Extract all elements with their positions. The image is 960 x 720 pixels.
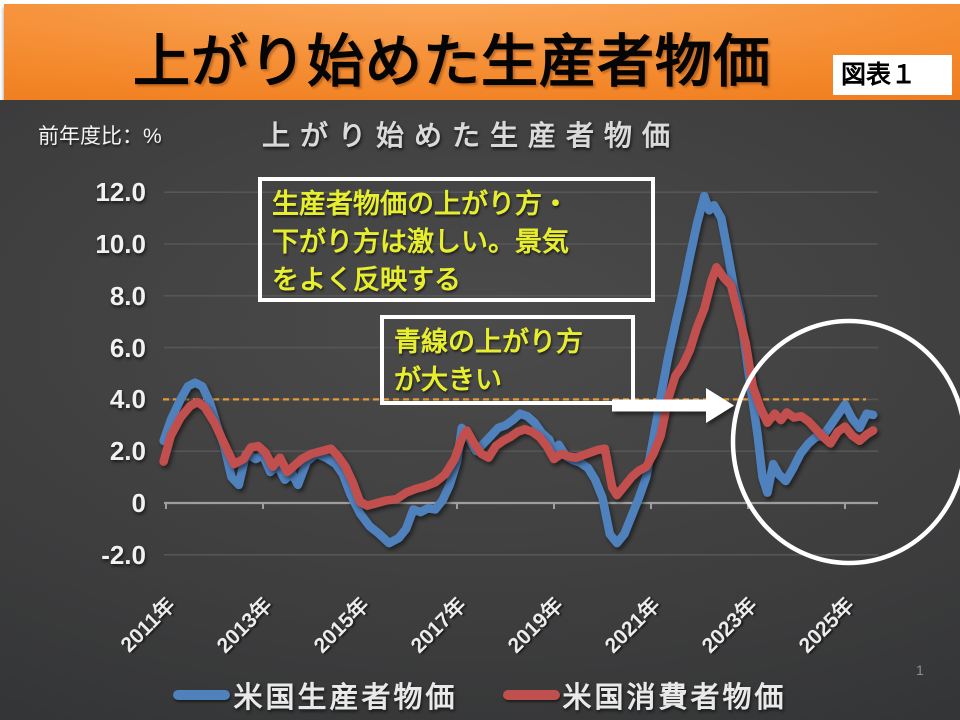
cpi-series-line [159,263,878,510]
chart-legend: 米国生産者物価 米国消費者物価 [0,674,960,716]
y-axis-label: 10.0 [95,229,146,259]
y-axis-label: 12.0 [95,177,146,208]
legend-item-cpi: 米国消費者物価 [502,674,787,716]
blue-line-swatch-icon [173,690,231,700]
page-number: 1 [916,662,924,678]
y-axis-label: -2.0 [101,539,146,570]
chart-title: 上がり始めた生産者物価 [262,120,681,151]
figure-number-badge: 図表１ [833,55,952,95]
chart-background [0,100,960,720]
y-axis-label: 2.0 [109,436,146,467]
slide-title: 上がり始めた生産者物価 [133,30,771,94]
ppi-series-line [159,191,878,548]
legend-label: 米国消費者物価 [562,682,787,714]
legend-label: 米国生産者物価 [233,682,458,714]
legend-item-ppi: 米国生産者物価 [173,674,457,716]
y-axis-unit-label: 前年度比：% [38,125,162,148]
annotation-note-blue-line: 青線の上がり方 が大きい [380,315,635,405]
y-axis-label: 4.0 [109,384,146,415]
red-line-swatch-icon [502,690,560,700]
header-banner: 上がり始めた生産者物価 [4,4,960,100]
highlight-circle [730,318,960,566]
y-axis-label: 0 [131,488,146,518]
y-axis-label: 6.0 [109,332,146,363]
annotation-note-volatility: 生産者物価の上がり方・ 下がり方は激しい。景気 をよく反映する [258,177,655,302]
callout-arrow-icon [612,388,734,423]
y-axis-label: 8.0 [109,280,146,311]
plot-layer [159,191,878,556]
